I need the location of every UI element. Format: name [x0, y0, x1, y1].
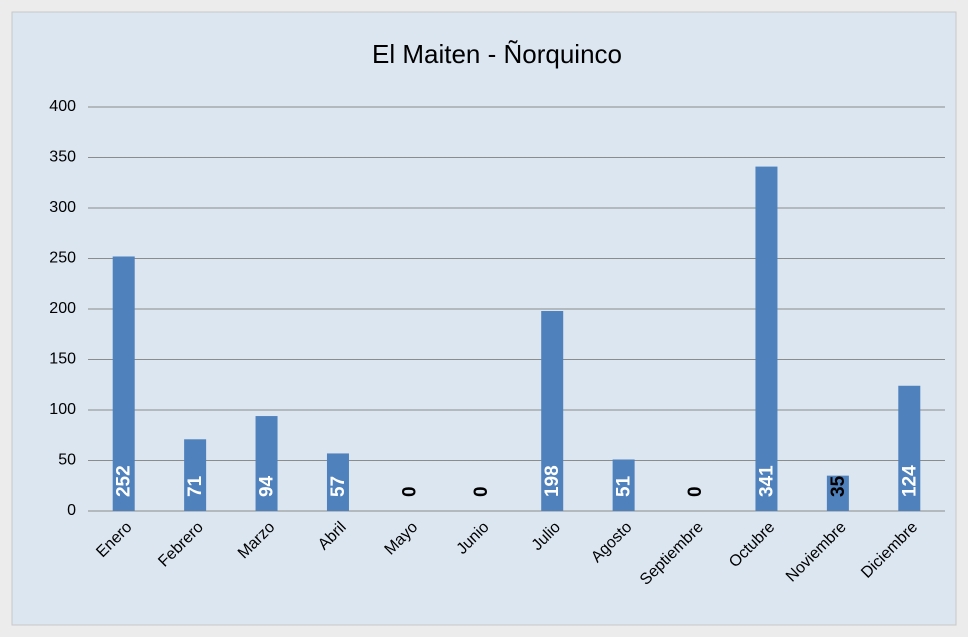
data-label: 0: [399, 486, 420, 497]
bar: [184, 439, 207, 511]
bar: [826, 475, 849, 511]
bar: [898, 385, 921, 511]
y-tick-label: 250: [49, 250, 76, 267]
data-label: 198: [542, 465, 563, 497]
data-label: 0: [471, 486, 492, 497]
bar: [612, 459, 635, 511]
data-label: 341: [756, 465, 777, 497]
bar: [541, 311, 564, 511]
y-tick-label: 50: [58, 452, 76, 469]
y-tick-label: 0: [67, 502, 76, 519]
y-tick-label: 150: [49, 351, 76, 368]
data-label: 252: [114, 465, 135, 497]
data-label: 0: [685, 486, 706, 497]
bar: [255, 416, 278, 511]
y-tick-label: 400: [49, 98, 76, 115]
y-tick-label: 100: [49, 401, 76, 418]
data-label: 124: [899, 465, 920, 497]
data-label: 51: [614, 475, 635, 497]
chart-background: [11, 11, 957, 626]
bar: [326, 453, 349, 511]
bar: [755, 166, 778, 511]
bar: [112, 256, 135, 511]
data-label: 57: [328, 476, 349, 497]
data-label: 35: [828, 475, 849, 497]
data-label: 71: [185, 475, 206, 497]
y-tick-label: 200: [49, 300, 76, 317]
chart-title: El Maiten - Ñorquinco: [372, 39, 622, 69]
y-tick-label: 350: [49, 149, 76, 166]
y-tick-label: 300: [49, 199, 76, 216]
data-label: 94: [257, 475, 278, 497]
